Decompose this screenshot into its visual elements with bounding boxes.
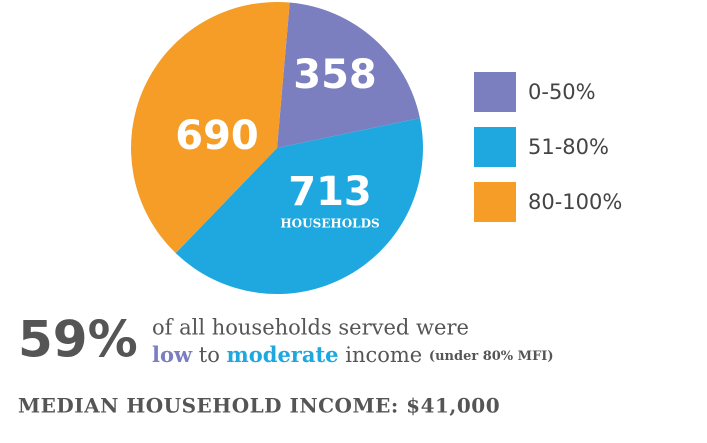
pie-slice: [277, 2, 420, 149]
legend-swatch: [474, 127, 516, 167]
legend-label: 0-50%: [528, 80, 596, 104]
pie-slice: [130, 1, 290, 254]
income: income: [345, 343, 422, 367]
slice-annotation: HOUSEHOLDS: [280, 217, 379, 231]
to: to: [199, 343, 220, 367]
legend-label: 51-80%: [528, 135, 609, 159]
big-percent: 59%: [18, 311, 138, 369]
median-income: MEDIAN HOUSEHOLD INCOME: $41,000: [18, 394, 500, 418]
summary-line: of all households served were: [152, 316, 469, 340]
summary-line-2: low to moderate income (under 80% MFI): [152, 342, 554, 367]
legend-swatch: [474, 72, 516, 112]
note: (under 80% MFI): [429, 349, 554, 364]
slice-label: 358: [293, 52, 377, 98]
pie-slice: [175, 118, 423, 295]
moderate: moderate: [227, 342, 339, 367]
slice-label: 713: [288, 169, 372, 215]
legend-swatch: [474, 182, 516, 222]
legend-label: 80-100%: [528, 190, 622, 214]
low: low: [152, 342, 193, 367]
slice-label: 690: [175, 113, 259, 159]
